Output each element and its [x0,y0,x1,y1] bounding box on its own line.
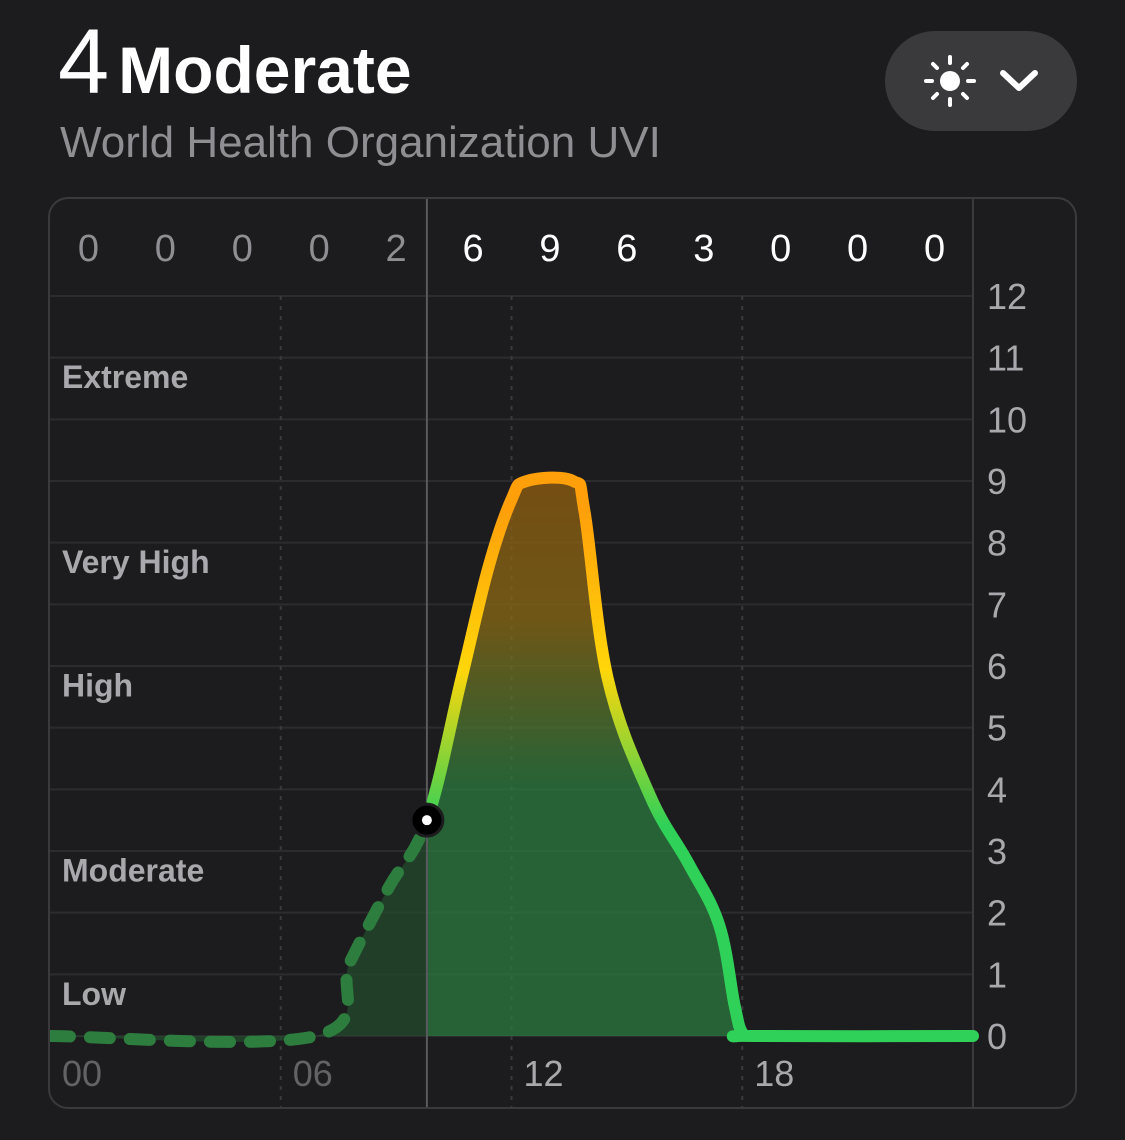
y-tick-label: 5 [987,708,1007,749]
x-tick-label: 18 [754,1053,794,1094]
uv-area-past [50,820,427,1042]
y-tick-label: 8 [987,523,1007,564]
x-tick-label: 06 [293,1053,333,1094]
hourly-uv-value: 0 [847,228,868,270]
hourly-uv-value: 0 [924,228,945,270]
hourly-uv-value: 6 [616,228,637,270]
hourly-uv-value: 0 [78,228,99,270]
x-tick-label: 00 [62,1053,102,1094]
uv-line-future [426,471,979,1043]
hourly-uv-value: 0 [232,228,253,270]
uv-scale-subtitle: World Health Organization UVI [60,118,661,167]
y-tick-label: 10 [987,399,1027,440]
y-tick-label: 6 [987,646,1007,687]
y-tick-label: 4 [987,769,1007,810]
hourly-uv-value: 2 [386,228,407,270]
y-tick-label: 2 [987,893,1007,934]
hourly-uv-value: 0 [770,228,791,270]
hourly-uv-value: 3 [693,228,714,270]
uv-index-value: 4 [58,11,109,113]
hourly-uv-value: 0 [155,228,176,270]
hourly-uv-value: 6 [462,228,483,270]
y-tick-label: 9 [987,461,1007,502]
uv-category-label: Very High [62,544,210,580]
uv-category: Moderate [118,33,412,107]
uv-category-label: High [62,668,133,704]
uv-area-future [426,477,973,1037]
y-tick-label: 1 [987,954,1007,995]
uv-category-label: Low [62,976,126,1012]
y-tick-label: 12 [987,276,1027,317]
sun-icon [923,54,977,108]
y-tick-label: 11 [987,338,1024,379]
x-tick-label: 12 [524,1053,564,1094]
chevron-down-icon [999,68,1039,94]
uv-category-label: Moderate [62,853,204,889]
y-tick-label: 0 [987,1016,1007,1057]
hourly-uv-value: 9 [539,228,560,270]
uv-category-label: Extreme [62,359,188,395]
weather-metric-picker[interactable] [885,31,1077,131]
hourly-uv-value: 0 [309,228,330,270]
current-uv-marker [409,802,445,838]
uv-header: 4 Moderate [58,10,412,115]
y-tick-label: 3 [987,831,1007,872]
y-tick-label: 7 [987,584,1007,625]
